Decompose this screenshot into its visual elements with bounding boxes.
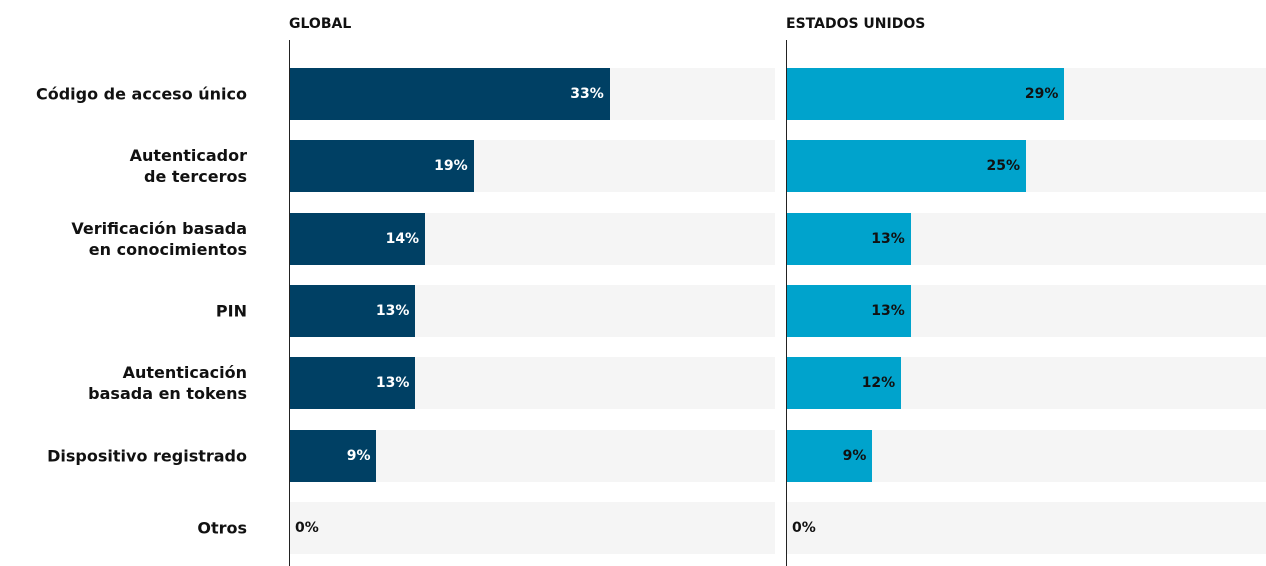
value-label: 19%: [434, 158, 468, 175]
bar: [289, 212, 426, 265]
value-label: 13%: [375, 375, 410, 392]
value-label: 0%: [792, 519, 816, 536]
bar: [786, 429, 873, 482]
bar: [786, 140, 1026, 193]
value-label: 14%: [385, 230, 420, 247]
panel-title: ESTADOS UNIDOS: [786, 16, 926, 32]
value-label: 25%: [986, 158, 1020, 175]
bar: [289, 284, 416, 337]
value-label: 9%: [842, 447, 867, 464]
category-label: Autenticador de terceros: [129, 146, 247, 187]
bar: [786, 357, 902, 410]
category-label: Autenticación basada en tokens: [88, 363, 247, 404]
bar: [786, 212, 911, 265]
value-label: 29%: [1024, 86, 1059, 102]
category-label: Dispositivo registrado: [47, 446, 247, 465]
bar: [289, 68, 610, 120]
track: [786, 501, 1266, 554]
track: [289, 501, 775, 554]
axis-line: [786, 40, 787, 566]
category-label: Otros: [197, 518, 247, 538]
category-label: PIN: [215, 301, 247, 321]
value-label: 9%: [346, 447, 371, 464]
value-label: 12%: [861, 375, 896, 392]
value-label: 13%: [375, 302, 410, 319]
panel-title: GLOBAL: [289, 16, 352, 32]
bar: [786, 284, 911, 337]
value-label: 13%: [871, 302, 905, 319]
category-label: Verificación basada en conocimientos: [71, 218, 247, 259]
value-label: 0%: [295, 519, 319, 536]
value-label: 33%: [570, 86, 604, 102]
bar: [786, 68, 1065, 120]
bar: [289, 429, 377, 482]
bar: [289, 357, 416, 410]
value-label: 13%: [871, 230, 905, 247]
axis-line: [289, 40, 290, 566]
bar: [289, 140, 474, 193]
category-label: Código de acceso único: [35, 84, 247, 104]
